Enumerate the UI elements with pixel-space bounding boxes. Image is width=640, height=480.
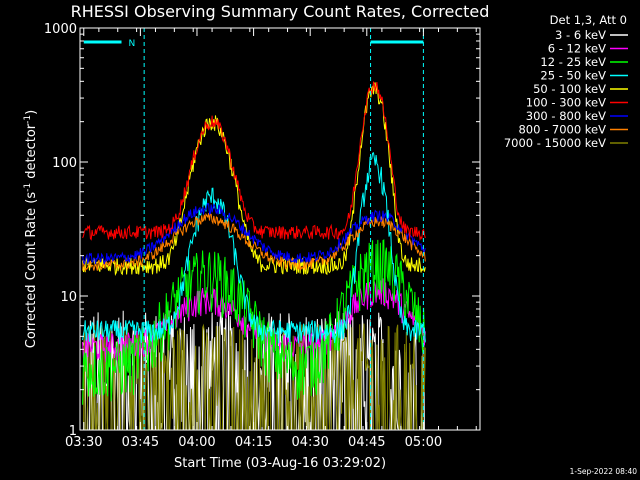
legend-label: 800 - 7000 keV — [518, 123, 606, 137]
plot-frame — [79, 27, 481, 431]
x-tick-label: 05:00 — [405, 435, 442, 450]
y-tick-label: 10 — [60, 290, 77, 305]
y-axis-label-sup1: -1 — [23, 183, 33, 192]
legend-label: 50 - 100 keV — [533, 82, 606, 96]
x-tick-label: 04:15 — [235, 435, 272, 450]
y-tick-label: 1 — [69, 424, 77, 439]
series-line — [82, 81, 426, 242]
chart-title: RHESSI Observing Summary Count Rates, Co… — [71, 2, 490, 21]
x-axis-label: Start Time (03-Aug-16 03:29:02) — [174, 456, 386, 471]
legend-label: 3 - 6 keV — [555, 28, 606, 42]
series-line — [82, 239, 426, 405]
flag-label: N — [129, 39, 136, 49]
legend-label: 300 - 800 keV — [526, 109, 606, 123]
y-axis-label-main: Corrected Count Rate (s — [24, 192, 39, 349]
y-axis-label-end: ) — [24, 110, 39, 115]
series-line — [82, 202, 426, 265]
x-tick-label: 04:45 — [348, 435, 385, 450]
legend-label: 7000 - 15000 keV — [504, 136, 606, 150]
x-tick-label: 03:45 — [122, 435, 159, 450]
legend-label: 12 - 25 keV — [540, 55, 606, 69]
y-tick-label: 100 — [52, 156, 77, 171]
series-line — [82, 152, 426, 344]
y-axis-label-mid: detector — [24, 123, 39, 183]
y-axis-label-sup2: -1 — [23, 115, 33, 124]
timestamp: 1-Sep-2022 08:40 — [570, 467, 638, 476]
flags-layer: N — [83, 28, 424, 430]
y-tick-label: 1000 — [44, 22, 77, 37]
x-tick-label: 03:30 — [65, 435, 102, 450]
series-line — [82, 82, 426, 277]
legend-label: 25 - 50 keV — [540, 69, 606, 83]
axes-layer: 03:30 03:45 04:00 04:15 04:30 04:45 05:00 1 10 10… — [44, 22, 480, 450]
y-axis-label: Corrected Count Rate (s-1 detector-1) — [23, 110, 39, 348]
legend-label: 6 - 12 keV — [548, 42, 606, 56]
legend-title: Det 1,3, Att 0 — [550, 13, 627, 27]
x-tick-label: 04:00 — [178, 435, 215, 450]
x-tick-label: 04:30 — [291, 435, 328, 450]
legend-label: 100 - 300 keV — [526, 96, 606, 110]
